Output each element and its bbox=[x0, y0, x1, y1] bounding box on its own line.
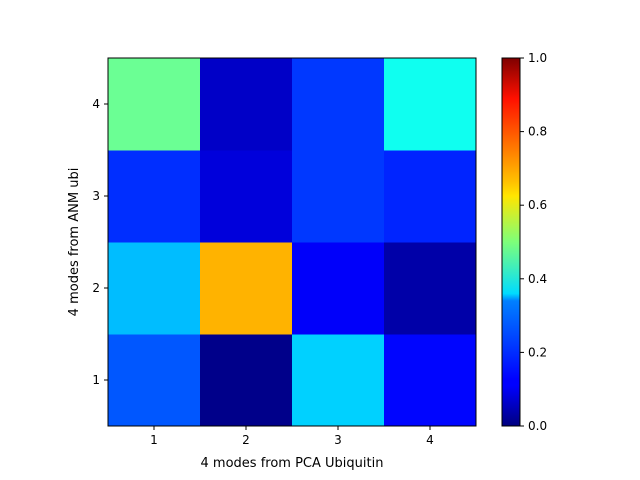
x-axis-label: 4 modes from PCA Ubiquitin bbox=[201, 456, 384, 471]
colorbar bbox=[501, 57, 521, 427]
heatmap-cell bbox=[200, 58, 293, 151]
heatmap-cell bbox=[108, 242, 201, 335]
x-tick-label: 1 bbox=[150, 433, 158, 447]
heatmap-cell bbox=[108, 58, 201, 151]
heatmap-cell bbox=[292, 334, 385, 427]
y-axis-label: 4 modes from ANM ubi bbox=[67, 168, 82, 317]
colorbar-tick-label: 0.6 bbox=[528, 198, 547, 212]
colorbar-tick-label: 0.2 bbox=[528, 345, 547, 359]
heatmap-cell bbox=[108, 150, 201, 243]
y-tick-label: 3 bbox=[92, 189, 100, 203]
heatmap-cell bbox=[200, 242, 293, 335]
heatmap-cell bbox=[200, 150, 293, 243]
heatmap-cell bbox=[384, 242, 477, 335]
colorbar-tick-label: 0.4 bbox=[528, 272, 547, 286]
colorbar-tick-label: 0.0 bbox=[528, 419, 547, 433]
x-tick-label: 4 bbox=[426, 433, 434, 447]
heatmap-cell bbox=[292, 58, 385, 151]
plot-frame bbox=[107, 57, 477, 427]
heatmap-cell bbox=[384, 150, 477, 243]
x-axis-ticks: 1 2 3 4 bbox=[150, 426, 434, 447]
heatmap-cells bbox=[108, 58, 477, 427]
y-axis-ticks: 1 2 3 4 bbox=[92, 97, 108, 387]
x-tick-label: 2 bbox=[242, 433, 250, 447]
y-tick-label: 2 bbox=[92, 281, 100, 295]
heatmap-cell bbox=[200, 334, 293, 427]
heatmap-cell bbox=[108, 334, 201, 427]
heatmap-cell bbox=[292, 150, 385, 243]
colorbar-tick-label: 1.0 bbox=[528, 51, 547, 65]
heatmap-cell bbox=[384, 58, 477, 151]
y-tick-label: 4 bbox=[92, 97, 100, 111]
colorbar-tick-label: 0.8 bbox=[528, 125, 547, 139]
heatmap-cell bbox=[292, 242, 385, 335]
x-tick-label: 3 bbox=[334, 433, 342, 447]
heatmap-cell bbox=[384, 334, 477, 427]
y-tick-label: 1 bbox=[92, 373, 100, 387]
colorbar-ticks: 0.0 0.2 0.4 0.6 0.8 1.0 bbox=[520, 51, 547, 433]
